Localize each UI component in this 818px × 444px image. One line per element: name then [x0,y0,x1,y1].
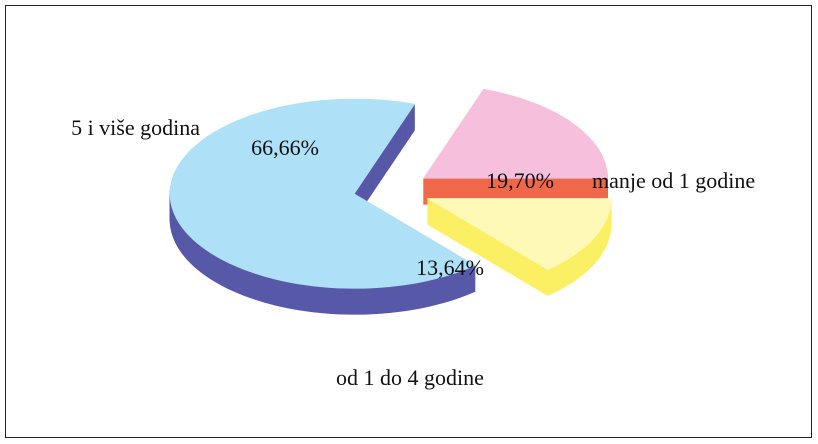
value-label: 66,66% [251,135,319,160]
slice [426,198,612,270]
category-label: manje od 1 godine [592,168,755,193]
chart-frame [5,5,812,438]
value-label: 13,64% [416,255,484,280]
category-label: 5 i više godina [71,115,200,140]
category-label: od 1 do 4 godine [336,365,484,390]
slice [169,98,476,289]
slice [422,88,608,179]
value-label: 19,70% [486,168,554,193]
